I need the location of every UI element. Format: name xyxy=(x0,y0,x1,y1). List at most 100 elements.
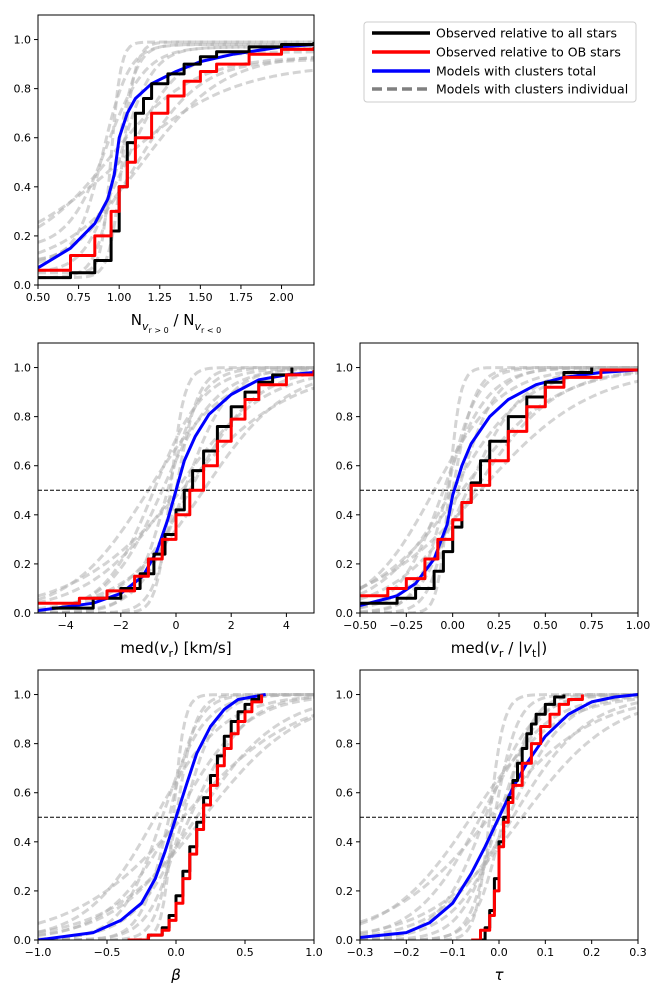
x-tick-label: −0.3 xyxy=(347,946,374,959)
series-models-with-clusters-total xyxy=(38,693,266,940)
y-tick-label: 0.6 xyxy=(14,132,32,145)
legend: Observed relative to all stars Observed … xyxy=(363,21,637,103)
series-observed-relative-to-ob-stars xyxy=(127,694,264,940)
model-individual-curve-2 xyxy=(360,693,638,940)
x-tick-label: 1.75 xyxy=(229,291,254,304)
model-individual-curve-8 xyxy=(360,697,638,926)
model-individual-curve-9 xyxy=(360,379,638,590)
y-tick-label: 0.0 xyxy=(14,279,32,292)
y-tick-label: 0.2 xyxy=(14,230,32,243)
y-tick-label: 0.4 xyxy=(336,836,354,849)
x-tick-label: −0.25 xyxy=(389,619,423,632)
series-observed-relative-to-ob-stars xyxy=(38,46,314,272)
x-tick-label: −2 xyxy=(113,619,129,632)
model-individual-curve-9 xyxy=(38,715,314,934)
model-individual-curve-11 xyxy=(38,40,314,280)
panel-medvr: −4 −2 0 2 4 0.0 0.2 0.4 0.6 0.8 1.0 med(vr) [km/s] xyxy=(14,342,315,660)
model-individual-curve-10 xyxy=(38,386,314,598)
x-tick-label: 2.00 xyxy=(269,291,294,304)
model-individual-curve-3 xyxy=(38,693,314,940)
x-tick-label: 0.2 xyxy=(583,946,601,959)
series-models-with-clusters-total xyxy=(360,693,638,939)
y-tick-label: 0.6 xyxy=(14,787,32,800)
x-tick-label: 0.5 xyxy=(236,946,254,959)
series-models-with-clusters-total xyxy=(38,43,314,270)
series-observed-relative-to-ob-stars xyxy=(471,694,584,940)
y-tick-label: 0.0 xyxy=(336,607,354,620)
y-tick-label: 1.0 xyxy=(336,362,354,375)
x-tick-label: 2 xyxy=(228,619,235,632)
y-tick-label: 0.4 xyxy=(14,836,32,849)
legend-frame xyxy=(363,21,637,103)
model-individual-curve-7 xyxy=(38,56,314,229)
x-tick-label: 1.00 xyxy=(626,619,651,632)
series-observed-relative-to-ob-stars xyxy=(360,368,638,598)
x-axis-label: Nvr > 0 / Nvr < 0 xyxy=(131,311,221,335)
y-tick-label: 1.0 xyxy=(14,34,32,47)
x-tick-label: 1.0 xyxy=(305,946,323,959)
x-tick-label: 4 xyxy=(283,619,290,632)
model-individual-curve-5 xyxy=(38,43,314,261)
x-tick-label: 1.50 xyxy=(188,291,213,304)
x-tick-label: 0.00 xyxy=(440,619,465,632)
model-individual-curve-4 xyxy=(360,693,638,940)
panel-medratio-plot-area xyxy=(360,366,638,613)
y-tick-label: 0.2 xyxy=(14,885,32,898)
x-tick-label: 1.25 xyxy=(148,291,173,304)
x-tick-label: −0.50 xyxy=(343,619,377,632)
y-tick-label: 0.0 xyxy=(14,607,32,620)
legend-entry-models-individual: Models with clusters individual xyxy=(372,82,628,97)
x-axis-label: med(vr) [km/s] xyxy=(120,639,231,660)
model-individual-curve-11 xyxy=(38,366,314,613)
x-tick-label: 0.3 xyxy=(629,946,647,959)
y-tick-label: 0.8 xyxy=(14,83,32,96)
model-individual-curve-11 xyxy=(38,693,314,940)
x-tick-label: 0.50 xyxy=(26,291,51,304)
y-tick-label: 0.0 xyxy=(336,934,354,947)
y-tick-label: 0.2 xyxy=(336,558,354,571)
y-tick-label: 1.0 xyxy=(336,689,354,702)
y-tick-label: 0.4 xyxy=(14,181,32,194)
panel-medvr-plot-area xyxy=(38,366,314,613)
x-axis-label: β xyxy=(170,966,181,984)
legend-entry-all-stars: Observed relative to all stars xyxy=(372,26,617,41)
y-tick-label: 0.2 xyxy=(336,885,354,898)
model-individual-curve-10 xyxy=(360,371,638,590)
panel-beta-plot-area xyxy=(38,693,314,940)
x-tick-label: 0.75 xyxy=(66,291,91,304)
y-tick-label: 0.6 xyxy=(336,460,354,473)
panel-beta: −1.0 −0.5 0.0 0.5 1.0 0.0 0.2 0.4 0.6 0.8 1.0 β xyxy=(14,669,323,984)
y-tick-label: 1.0 xyxy=(14,689,32,702)
model-individual-curve-8 xyxy=(38,695,314,934)
x-tick-label: 0.1 xyxy=(537,946,555,959)
y-tick-label: 0.8 xyxy=(14,411,32,424)
y-tick-label: 0.8 xyxy=(336,411,354,424)
panel-nratio: 0.50 0.75 1.00 1.25 1.50 1.75 2.00 0.0 0.2 0.4 0.6… xyxy=(14,14,315,335)
x-tick-label: 0.75 xyxy=(579,619,604,632)
model-individual-curve-5 xyxy=(38,367,314,612)
x-tick-label: −4 xyxy=(57,619,73,632)
x-tick-label: 0.0 xyxy=(167,946,185,959)
model-individual-curve-4 xyxy=(38,693,314,940)
legend-label-models-total: Models with clusters total xyxy=(436,64,596,79)
x-tick-label: −1.0 xyxy=(25,946,52,959)
x-tick-label: 0.0 xyxy=(490,946,508,959)
model-individual-curve-5 xyxy=(38,695,314,940)
x-axis-label: τ xyxy=(494,966,504,984)
y-tick-label: 0.6 xyxy=(14,460,32,473)
model-individual-curve-7 xyxy=(38,706,314,937)
x-tick-label: 0.25 xyxy=(487,619,512,632)
legend-label-all-stars: Observed relative to all stars xyxy=(436,26,617,41)
x-tick-label: 0 xyxy=(173,619,180,632)
y-tick-label: 0.8 xyxy=(336,738,354,751)
model-individual-curve-10 xyxy=(38,713,314,925)
model-individual-curve-9 xyxy=(38,382,314,611)
panel-medratio: −0.50 −0.25 0.00 0.25 0.50 0.75 1.00 0.0 0.2 0.4 0… xyxy=(336,342,651,660)
model-individual-curve-2 xyxy=(38,693,314,940)
y-tick-label: 0.0 xyxy=(14,934,32,947)
x-tick-label: 0.50 xyxy=(533,619,558,632)
y-tick-label: 0.6 xyxy=(336,787,354,800)
panel-nratio-axes-frame xyxy=(37,14,315,286)
